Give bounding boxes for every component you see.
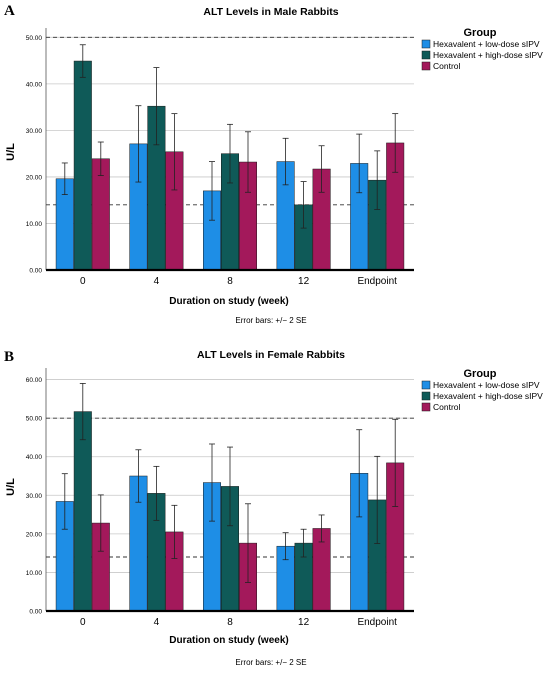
panel-b-y-tick-label: 0.00	[29, 609, 42, 616]
panel-b-x-tick-label: 12	[298, 617, 310, 628]
panel-a-error-bar-note: Error bars: +/− 2 SE	[235, 316, 306, 325]
panel-b-y-tick-label: 40.00	[26, 454, 43, 461]
panel-a-legend-swatch	[421, 39, 431, 49]
panel-b-chart: 0.00 10.00 20.00 30.00 40.00 50.00 60.00 0 4 8 12 E…	[26, 368, 543, 628]
panel-a-legend-swatch	[421, 50, 431, 60]
panel-b-legend-swatch	[421, 391, 431, 401]
panel-b-y-tick-label: 10.00	[26, 570, 43, 577]
panel-b-legend-label: Control	[433, 402, 461, 412]
panel-b-legend-swatch	[421, 402, 431, 412]
panel-a-y-tick-label: 30.00	[26, 128, 43, 135]
panel-a-title: ALT Levels in Male Rabbits	[203, 6, 338, 18]
panel-b-x-tick-label: 8	[227, 617, 233, 628]
panel-b-y-tick-label: 20.00	[26, 531, 43, 538]
panel-a-chart: 0.00 10.00 20.00 30.00 40.00 50.00 0 4 8 12 Endpoi…	[26, 28, 543, 287]
panel-b-y-tick-label: 50.00	[26, 416, 43, 423]
panel-a-letter: A	[4, 3, 15, 19]
panel-b-legend-swatch	[421, 380, 431, 390]
panel-b-legend-label: Hexavalent + low-dose sIPV	[433, 380, 540, 390]
panel-a-y-tick-label: 10.00	[26, 221, 43, 228]
panel-a-legend-label: Hexavalent + high-dose sIPV	[433, 50, 543, 60]
panel-b-y-tick-label: 60.00	[26, 377, 43, 384]
panel-b-legend-title: Group	[464, 368, 497, 380]
panel-a-y-axis-label: U/L	[5, 143, 17, 161]
panel-a-y-tick-label: 0.00	[29, 268, 42, 275]
panel-b-title: ALT Levels in Female Rabbits	[197, 349, 345, 361]
panel-a-legend-label: Control	[433, 61, 461, 71]
panel-b-legend-label: Hexavalent + high-dose sIPV	[433, 391, 543, 401]
panel-b-x-tick-label: 0	[80, 617, 86, 628]
panel-a-x-tick-label: 4	[154, 276, 160, 287]
panel-b-letter: B	[4, 349, 14, 365]
panel-a-y-tick-label: 20.00	[26, 174, 43, 181]
panel-a-bar	[73, 60, 92, 271]
panel-a-legend-swatch	[421, 61, 431, 71]
panel-b-x-tick-label: Endpoint	[357, 617, 397, 628]
panel-a-legend-label: Hexavalent + low-dose sIPV	[433, 39, 540, 49]
panel-b-y-tick-label: 30.00	[26, 493, 43, 500]
panel-a-x-axis-label: Duration on study (week)	[169, 296, 288, 307]
panel-a-x-tick-label: 12	[298, 276, 310, 287]
panel-b-y-axis-label: U/L	[5, 478, 17, 496]
panel-b-x-axis-label: Duration on study (week)	[169, 635, 288, 646]
panel-b-error-bar-note: Error bars: +/− 2 SE	[235, 658, 306, 667]
panel-a-x-tick-label: Endpoint	[357, 276, 397, 287]
panel-b-x-tick-label: 4	[154, 617, 160, 628]
panel-a-legend-title: Group	[464, 27, 497, 39]
panel-a-x-tick-label: 8	[227, 276, 233, 287]
panel-a-x-tick-label: 0	[80, 276, 86, 287]
panel-b-bar	[73, 411, 92, 612]
panel-a-y-tick-label: 40.00	[26, 81, 43, 88]
panel-a-y-tick-label: 50.00	[26, 35, 43, 42]
